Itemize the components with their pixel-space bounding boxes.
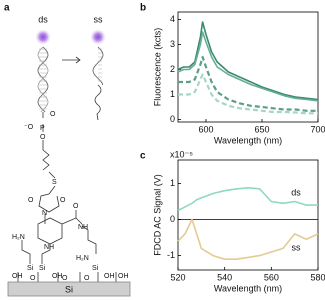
- atom: O: [28, 197, 34, 204]
- atom: OH: [12, 273, 23, 280]
- atom: OH: [104, 273, 115, 280]
- atom: N: [42, 210, 47, 217]
- series-line: [178, 73, 318, 115]
- linker: [21, 124, 97, 264]
- panel-a: [7, 29, 131, 297]
- y-tick-label: 0: [170, 214, 175, 224]
- atom: H₂N: [76, 255, 89, 262]
- panel-label: a: [4, 3, 10, 14]
- substrate-label: Si: [65, 284, 73, 294]
- atom: O: [40, 134, 46, 141]
- y-tick-label: 1: [170, 89, 175, 99]
- atom: O: [30, 275, 36, 282]
- atom: S: [52, 179, 57, 186]
- atom: O: [60, 197, 66, 204]
- x-tick-label: 580: [310, 272, 325, 282]
- y-tick-label: 1: [170, 178, 175, 188]
- series-line: [177, 218, 319, 260]
- x-tick-label: 650: [254, 124, 269, 134]
- atom: H₂N: [12, 234, 25, 241]
- atom: O: [73, 203, 79, 210]
- x-tick-label: 600: [198, 124, 213, 134]
- series-line: [177, 187, 318, 212]
- plot-frame: [177, 11, 319, 123]
- x-tick-label: 540: [217, 272, 232, 282]
- arrow-head: [75, 56, 81, 64]
- bonds: [17, 272, 117, 282]
- atom: OH: [118, 273, 129, 280]
- y-tick-label: -1: [167, 250, 175, 260]
- series-line: [177, 21, 319, 101]
- substrate: [7, 281, 131, 297]
- ss-label: ss: [94, 14, 104, 24]
- y-tick-label: 0: [170, 114, 175, 124]
- helix-strand: [37, 46, 49, 113]
- series-line: [177, 31, 319, 102]
- panel-label: b: [140, 3, 146, 14]
- y-tick-label: 3: [170, 39, 175, 49]
- y-axis-label: FDCD AC Signal (V): [152, 174, 162, 256]
- atom: Si: [92, 265, 99, 272]
- atom: O: [84, 275, 90, 282]
- helix-strand: [92, 46, 104, 86]
- y-tick-label: 2: [170, 64, 175, 74]
- atom: O: [62, 275, 68, 282]
- atom: OH: [52, 273, 63, 280]
- ds-label: ds: [38, 14, 48, 24]
- x-tick-label: 560: [264, 272, 279, 282]
- axis-multiplier: x10⁻⁵: [170, 149, 193, 159]
- y-tick-label: 4: [170, 14, 175, 24]
- atom: NH: [44, 244, 54, 251]
- x-axis-label: Wavelength (nm): [214, 135, 282, 145]
- atom: ⁻O: [24, 124, 34, 131]
- fluorophore: [90, 29, 106, 45]
- series-label: ds: [291, 187, 301, 197]
- chem-labels: O ⁻O P O S O N O O NH NH H₂N H₂N Si Si S…: [12, 111, 129, 282]
- x-tick-label: 520: [170, 272, 185, 282]
- atom: NH: [78, 224, 88, 231]
- y-axis-label: Fluorescence (kcts): [152, 28, 162, 107]
- atom: Si: [27, 265, 34, 272]
- x-tick-label: 700: [310, 124, 325, 134]
- fluorophore: [35, 29, 51, 45]
- atom: O: [50, 111, 56, 118]
- strand: [42, 84, 102, 121]
- helix-strand: [37, 46, 49, 113]
- series-label: ss: [292, 242, 302, 252]
- panel-label: c: [140, 151, 146, 162]
- x-axis-label: Wavelength (nm): [214, 283, 282, 293]
- plot-frame: [177, 159, 319, 271]
- series-line: [178, 55, 318, 112]
- atom: Si: [39, 265, 46, 272]
- atom: P: [40, 125, 45, 132]
